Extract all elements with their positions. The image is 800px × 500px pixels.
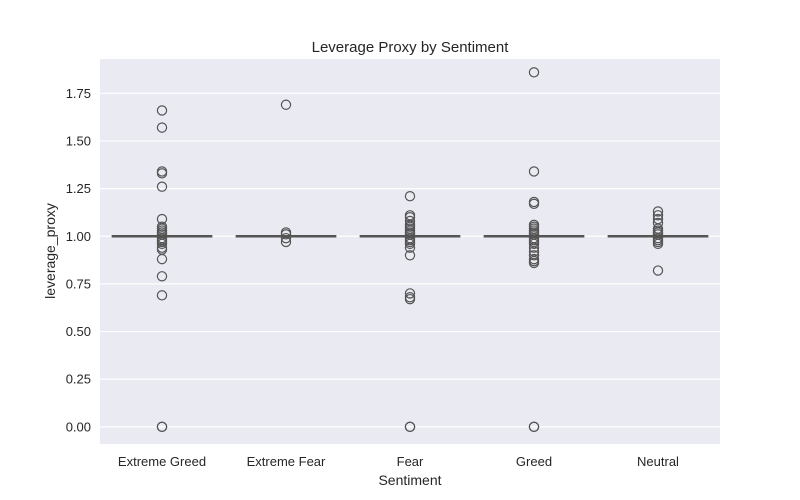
outlier-point (528, 67, 540, 78)
outlier-point (528, 242, 540, 253)
outlier-point (280, 229, 292, 240)
x-tick-label: Greed (516, 454, 552, 469)
x-axis-ticks: Extreme Greed Extreme Fear Fear Greed Neutra… (118, 454, 679, 469)
outlier-point (652, 238, 664, 250)
outlier-point (404, 288, 416, 299)
box-neutral (607, 206, 709, 276)
outlier-point (404, 421, 416, 433)
y-tick-label: 0.75 (66, 276, 91, 291)
outlier-point (652, 206, 664, 217)
outlier-point (156, 290, 168, 301)
outlier-point (652, 210, 664, 221)
x-tick-label: Extreme Greed (118, 454, 206, 469)
outlier-point (404, 191, 416, 202)
outlier-point (404, 238, 416, 250)
y-tick-label: 1.00 (66, 229, 91, 244)
box-greed (483, 67, 585, 433)
outlier-point (528, 166, 540, 177)
outlier-point (156, 181, 168, 192)
y-tick-label: 1.25 (66, 181, 91, 196)
outlier-point (528, 238, 540, 250)
x-axis-label: Sentiment (378, 472, 441, 488)
x-tick-label: Extreme Fear (247, 454, 326, 469)
x-tick-label: Neutral (637, 454, 679, 469)
outlier-point (528, 257, 540, 269)
outlier-point (156, 238, 168, 250)
outlier-point (156, 253, 168, 265)
outlier-point (404, 242, 416, 253)
outlier-point (156, 168, 168, 179)
y-tick-label: 1.75 (66, 86, 91, 101)
box-extreme-fear (235, 99, 337, 248)
outlier-point (156, 271, 168, 282)
chart-title: Leverage Proxy by Sentiment (312, 39, 510, 56)
y-tick-label: 1.50 (66, 133, 91, 148)
x-tick-label: Fear (397, 454, 424, 469)
outlier-point (528, 250, 540, 261)
outlier-point (404, 293, 416, 305)
y-axis-ticks: 0.00 0.25 0.50 0.75 1.00 1.25 1.50 1.75 (66, 86, 91, 435)
outlier-point (280, 99, 292, 110)
boxes (111, 67, 709, 433)
outlier-point (528, 198, 540, 210)
y-tick-label: 0.00 (66, 419, 91, 434)
outlier-point (156, 421, 168, 433)
outlier-point (404, 250, 416, 261)
plot-area (100, 59, 720, 444)
outlier-point (280, 236, 292, 248)
outlier-point (280, 232, 292, 244)
y-tick-label: 0.50 (66, 324, 91, 339)
outlier-point (528, 421, 540, 433)
outlier-point (652, 265, 664, 276)
y-axis-label: leverage_proxy (42, 203, 58, 299)
box-fear (359, 191, 461, 433)
box-extreme-greed (111, 105, 213, 433)
y-tick-label: 0.25 (66, 372, 91, 387)
outlier-point (156, 105, 168, 116)
outlier-point (156, 122, 168, 133)
